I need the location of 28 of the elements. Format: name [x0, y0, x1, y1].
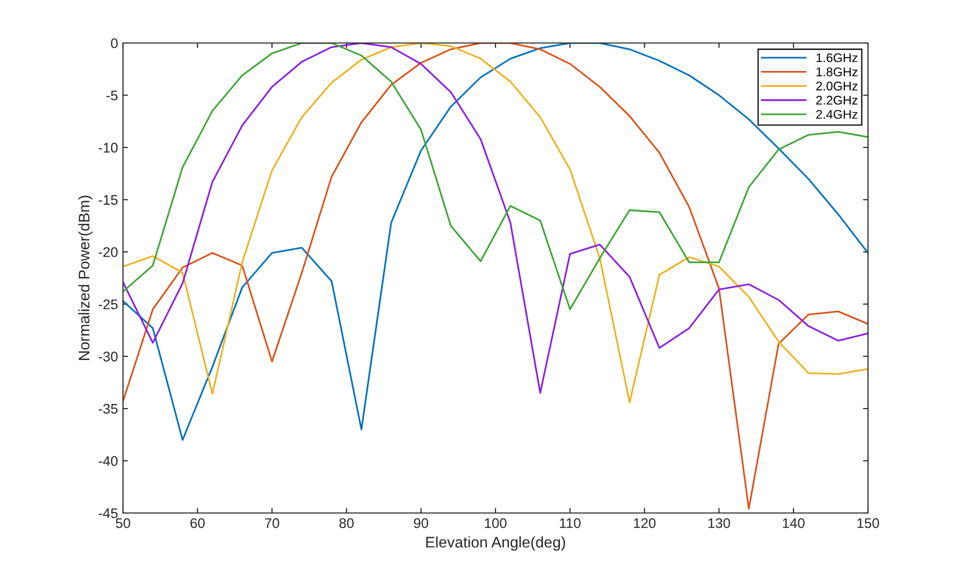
legend-label: 2.4GHz	[816, 110, 858, 119]
x-tick-label: 50	[116, 518, 130, 528]
x-tick-label: 120	[634, 518, 656, 528]
x-tick-label: 60	[190, 518, 205, 528]
x-tick-label: 70	[264, 518, 280, 528]
x-tick-label: 100	[484, 518, 507, 528]
y-tick-label: -40	[98, 456, 118, 466]
x-tick-label: 140	[782, 518, 805, 528]
legend-label: 2.2GHz	[816, 96, 858, 105]
y-tick-label: 0	[110, 38, 118, 48]
x-axis-title: Elevation Angle(deg)	[426, 536, 566, 551]
x-tick-label: 90	[414, 518, 428, 528]
y-tick-label: -20	[98, 247, 118, 258]
y-tick-label: -5	[106, 90, 118, 100]
x-tick-label: 130	[708, 518, 730, 528]
y-tick-label: -25	[98, 299, 118, 310]
x-tick-label: 80	[339, 518, 354, 528]
y-tick-label: -35	[98, 404, 118, 414]
x-tick-label: 110	[560, 518, 581, 528]
y-tick-label: -45	[98, 508, 118, 518]
y-tick-label: -30	[98, 352, 118, 362]
legend-label: 1.8GHz	[816, 67, 858, 76]
legend-label: 2.0GHz	[816, 82, 858, 90]
y-tick-label: -15	[98, 195, 118, 205]
legend-label: 1.6GHz	[816, 53, 858, 62]
y-tick-label: -10	[98, 142, 118, 153]
x-tick-label: 150	[857, 518, 880, 528]
y-axis-title: Normalized Power(dBm)	[78, 196, 93, 360]
